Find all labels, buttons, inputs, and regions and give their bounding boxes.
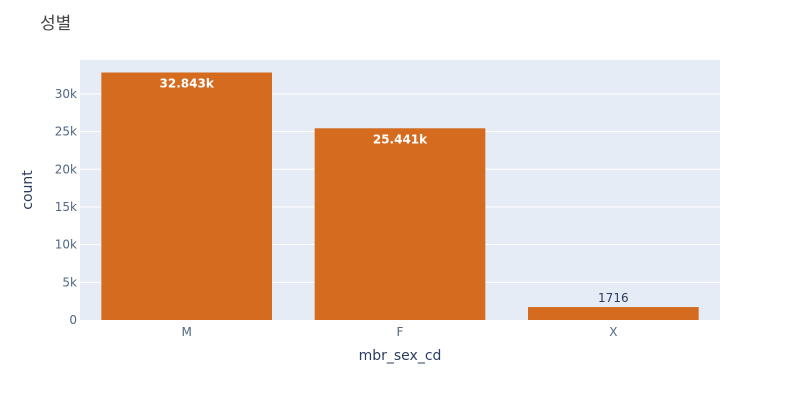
y-tick-label: 25k xyxy=(55,125,77,139)
y-axis-ticks: 0 5k 10k 15k 20k 25k 30k xyxy=(55,87,77,327)
y-tick-label: 0 xyxy=(69,313,77,327)
x-tick-label: X xyxy=(609,325,617,339)
y-tick-label: 20k xyxy=(55,162,77,176)
y-tick-label: 5k xyxy=(62,275,77,289)
bar xyxy=(528,307,699,320)
y-axis-title: count xyxy=(20,170,36,210)
data-label: 1716 xyxy=(598,291,629,305)
y-tick-label: 10k xyxy=(55,238,77,252)
data-labels: 32.843k 25.441k 1716 xyxy=(160,76,629,305)
bars xyxy=(101,72,699,320)
bar xyxy=(101,72,272,320)
chart-title: 성별 xyxy=(40,14,71,34)
data-label: 32.843k xyxy=(160,76,215,90)
x-axis-title: mbr_sex_cd xyxy=(359,348,442,364)
x-tick-label: M xyxy=(181,325,191,339)
bar xyxy=(314,128,486,320)
x-tick-label: F xyxy=(397,325,404,339)
data-label: 25.441k xyxy=(373,132,428,146)
y-tick-label: 15k xyxy=(55,200,77,214)
y-tick-label: 30k xyxy=(55,87,77,101)
